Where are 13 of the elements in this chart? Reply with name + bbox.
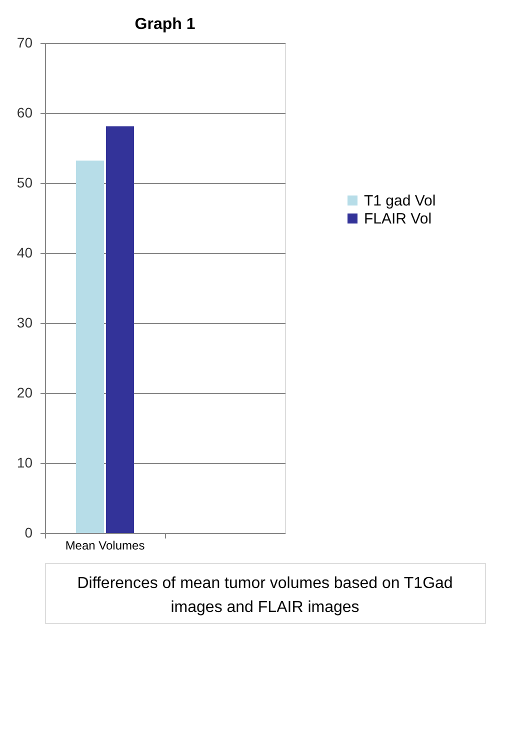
y-tick-label: 70	[16, 34, 33, 50]
y-tick-label: 40	[16, 244, 33, 260]
text: Differences of mean tumor volumes based on T1Gad images and FLAIR images	[77, 575, 453, 616]
y-tick-label: 10	[16, 454, 33, 470]
y-tick-label: 30	[16, 314, 33, 330]
y-tick-label: 20	[16, 384, 33, 400]
legend-label: FLAIR Vol	[364, 210, 432, 228]
y-tick-label: 0	[24, 524, 33, 540]
y-tick-label: 50	[16, 174, 33, 190]
chart-title: Graph 1	[134, 16, 196, 33]
legend-label: T1 gad Vol	[364, 192, 436, 210]
x-tick-label: Mean Volumes	[65, 538, 145, 552]
y-tick-label: 60	[16, 104, 33, 120]
